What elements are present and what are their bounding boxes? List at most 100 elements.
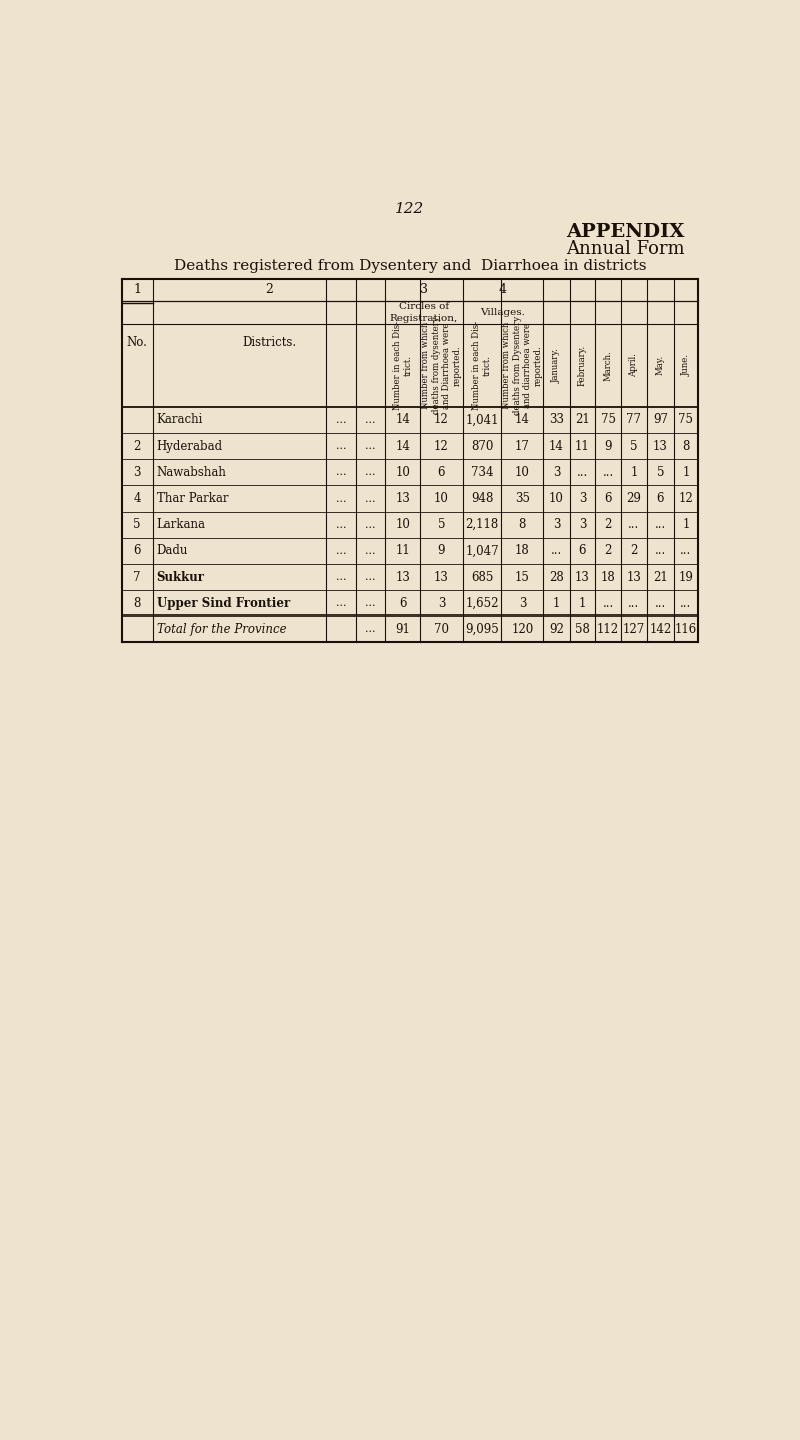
- Text: 3: 3: [134, 465, 141, 480]
- Text: ...: ...: [551, 544, 562, 557]
- Text: 2: 2: [604, 518, 612, 531]
- Text: 10: 10: [515, 465, 530, 480]
- Text: ...: ...: [336, 572, 346, 582]
- Text: 13: 13: [575, 570, 590, 583]
- Text: ...: ...: [680, 596, 691, 609]
- Text: 734: 734: [471, 465, 494, 480]
- Text: Larkana: Larkana: [157, 518, 206, 531]
- Text: Karachi: Karachi: [157, 413, 203, 426]
- Text: 5: 5: [134, 518, 141, 531]
- Text: 120: 120: [511, 624, 534, 636]
- Text: ...: ...: [366, 546, 376, 556]
- Text: 7: 7: [134, 570, 141, 583]
- Text: 1,047: 1,047: [466, 544, 499, 557]
- Text: Sukkur: Sukkur: [157, 570, 205, 583]
- Text: 4: 4: [134, 492, 141, 505]
- Text: ...: ...: [602, 465, 614, 480]
- Text: 10: 10: [434, 492, 449, 505]
- Text: March.: March.: [603, 350, 613, 380]
- Text: Villages.: Villages.: [481, 308, 526, 317]
- Text: 3: 3: [578, 518, 586, 531]
- Text: 12: 12: [434, 413, 449, 426]
- Text: 6: 6: [578, 544, 586, 557]
- Text: 2: 2: [134, 439, 141, 452]
- Text: 13: 13: [626, 570, 642, 583]
- Text: 18: 18: [601, 570, 615, 583]
- Text: 14: 14: [395, 439, 410, 452]
- Text: Total for the Province: Total for the Province: [157, 624, 286, 636]
- Text: ...: ...: [366, 625, 376, 635]
- Text: May.: May.: [656, 356, 665, 376]
- Text: 92: 92: [549, 624, 564, 636]
- Text: 75: 75: [601, 413, 615, 426]
- Text: ...: ...: [366, 520, 376, 530]
- Text: 2: 2: [630, 544, 638, 557]
- Text: 5: 5: [657, 465, 664, 480]
- Text: ...: ...: [577, 465, 588, 480]
- Text: ...: ...: [336, 415, 346, 425]
- Text: 3: 3: [518, 596, 526, 609]
- Text: ...: ...: [366, 572, 376, 582]
- Text: ...: ...: [336, 468, 346, 477]
- Text: ...: ...: [366, 415, 376, 425]
- Text: 12: 12: [678, 492, 694, 505]
- Text: 1,652: 1,652: [466, 596, 499, 609]
- Text: ...: ...: [366, 468, 376, 477]
- Text: 8: 8: [682, 439, 690, 452]
- Text: Number from which
deaths from Dysentery
and diarrhoea were
reported.: Number from which deaths from Dysentery …: [502, 315, 542, 415]
- Text: 112: 112: [597, 624, 619, 636]
- Text: ...: ...: [366, 494, 376, 504]
- Text: ...: ...: [336, 598, 346, 608]
- Text: 77: 77: [626, 413, 642, 426]
- Text: 33: 33: [549, 413, 564, 426]
- Text: 948: 948: [471, 492, 494, 505]
- Text: 3: 3: [420, 284, 428, 297]
- Text: Hyderabad: Hyderabad: [157, 439, 222, 452]
- Text: 3: 3: [578, 492, 586, 505]
- Text: 4: 4: [499, 284, 507, 297]
- Text: June.: June.: [682, 354, 690, 376]
- Text: 6: 6: [438, 465, 445, 480]
- Text: 5: 5: [630, 439, 638, 452]
- Text: ...: ...: [366, 441, 376, 451]
- Text: 1,041: 1,041: [466, 413, 499, 426]
- Text: 28: 28: [549, 570, 564, 583]
- Text: 8: 8: [134, 596, 141, 609]
- Text: Dadu: Dadu: [157, 544, 188, 557]
- Text: Thar Parkar: Thar Parkar: [157, 492, 228, 505]
- Text: 1: 1: [553, 596, 560, 609]
- Text: 9: 9: [438, 544, 445, 557]
- Text: 142: 142: [650, 624, 671, 636]
- Text: ...: ...: [628, 518, 640, 531]
- Text: 2: 2: [265, 284, 273, 297]
- Text: No.: No.: [126, 337, 148, 350]
- Text: ...: ...: [336, 494, 346, 504]
- Text: 6: 6: [604, 492, 612, 505]
- Text: 35: 35: [515, 492, 530, 505]
- Text: APPENDIX: APPENDIX: [566, 223, 685, 240]
- Text: 75: 75: [678, 413, 694, 426]
- Text: 13: 13: [653, 439, 668, 452]
- Text: 685: 685: [471, 570, 494, 583]
- Text: Number in each Dis-
trict.: Number in each Dis- trict.: [393, 321, 412, 410]
- Text: ...: ...: [654, 518, 666, 531]
- Text: 14: 14: [395, 413, 410, 426]
- Text: ...: ...: [336, 546, 346, 556]
- Text: ...: ...: [366, 598, 376, 608]
- Text: 13: 13: [395, 492, 410, 505]
- Text: 6: 6: [134, 544, 141, 557]
- Text: 70: 70: [434, 624, 449, 636]
- Text: 97: 97: [653, 413, 668, 426]
- Text: 2,118: 2,118: [466, 518, 498, 531]
- Text: 14: 14: [549, 439, 564, 452]
- Text: 2: 2: [604, 544, 612, 557]
- Text: 12: 12: [434, 439, 449, 452]
- Text: April.: April.: [630, 353, 638, 377]
- Text: 11: 11: [395, 544, 410, 557]
- Text: 1: 1: [682, 465, 690, 480]
- Text: 11: 11: [575, 439, 590, 452]
- Text: 116: 116: [674, 624, 697, 636]
- Text: 3: 3: [553, 518, 560, 531]
- Text: Number in each Dis-
trict.: Number in each Dis- trict.: [472, 321, 492, 410]
- Text: 3: 3: [438, 596, 445, 609]
